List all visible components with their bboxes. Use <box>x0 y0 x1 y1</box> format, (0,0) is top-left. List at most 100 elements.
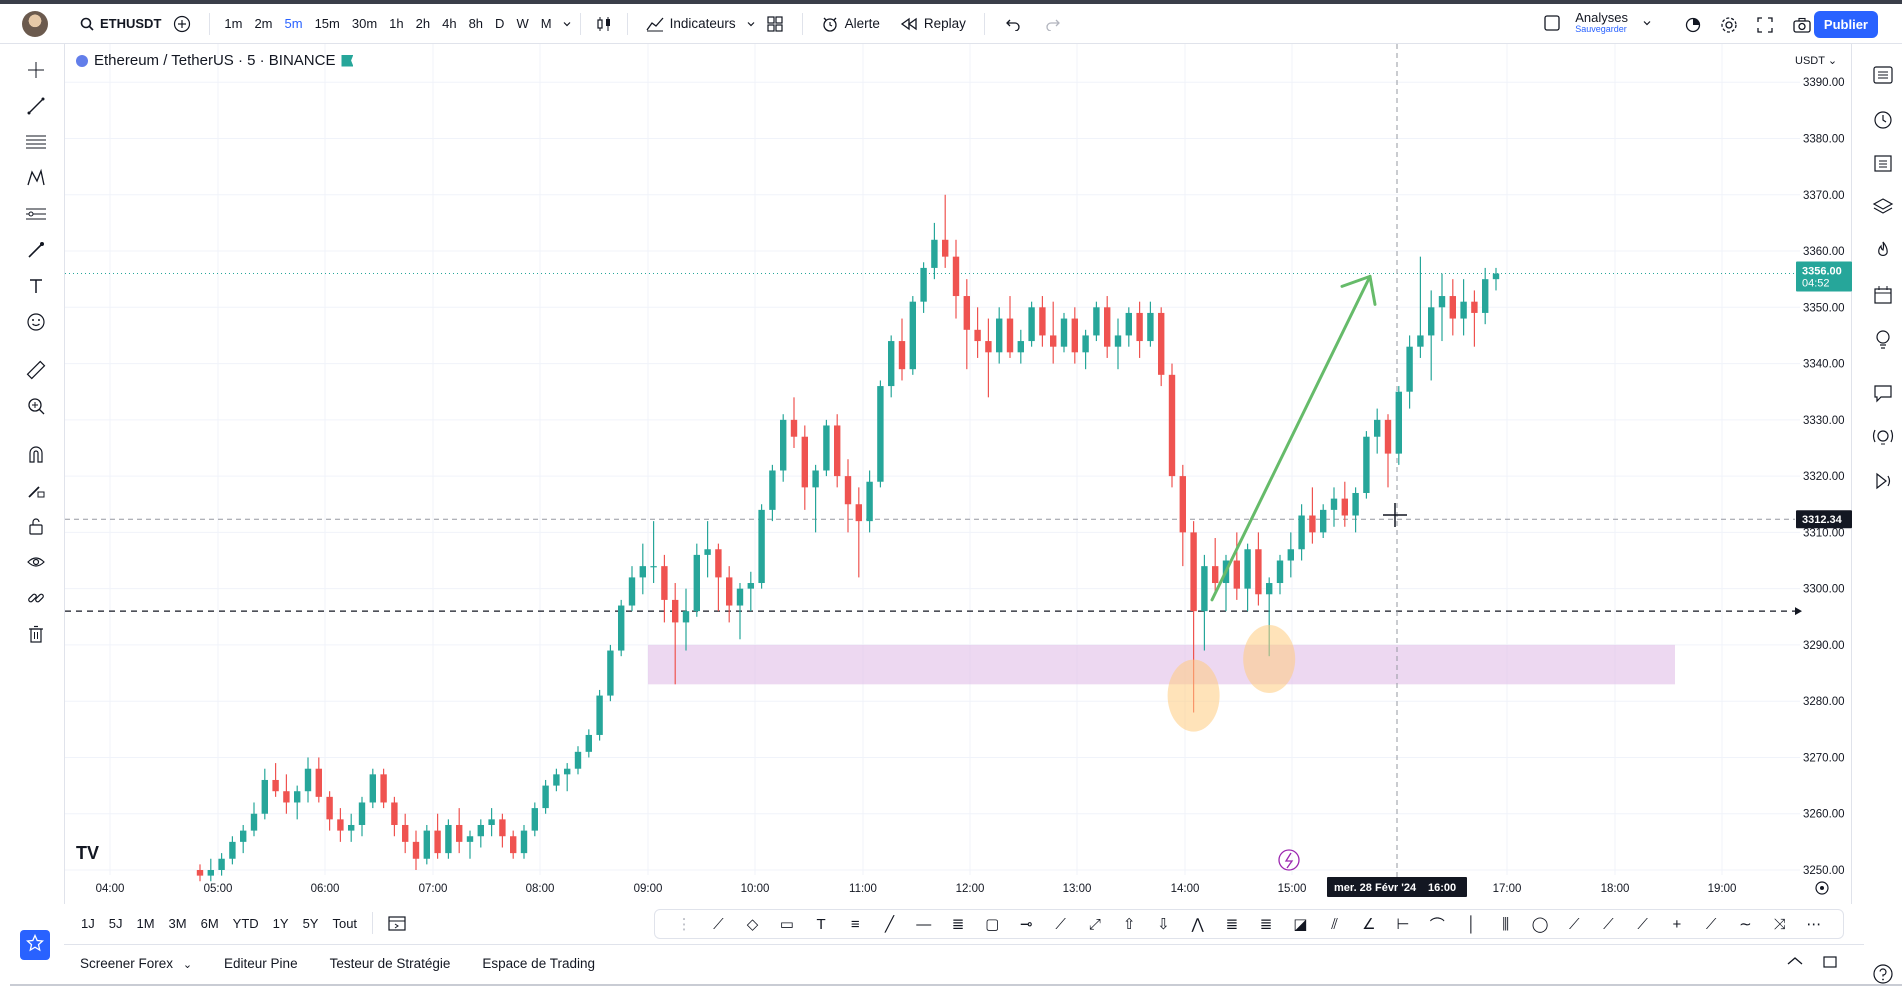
forecast-icon[interactable] <box>22 200 50 228</box>
link-icon[interactable] <box>22 584 50 612</box>
redo-icon[interactable] <box>1045 17 1061 31</box>
pattern-icon[interactable] <box>22 164 50 192</box>
watchlist-star-button[interactable] <box>20 930 50 960</box>
timeframe-M[interactable]: M <box>540 16 552 31</box>
horizontal-ray-tool-icon[interactable]: ⊸ <box>1020 916 1033 933</box>
text-tool-icon[interactable]: T <box>816 915 826 933</box>
eye-icon[interactable] <box>22 548 50 576</box>
candles-icon[interactable] <box>595 15 613 33</box>
projection-tool-icon[interactable]: ⟋ <box>1705 915 1717 933</box>
chevron-down-icon[interactable] <box>562 19 572 29</box>
brush-tool-icon[interactable]: ⟋ <box>713 915 724 933</box>
horizontal-line-tool-icon[interactable]: — <box>916 915 932 933</box>
line-tool-icon[interactable]: ⟋ <box>1637 915 1648 933</box>
curve-tool-icon[interactable]: ⌒ <box>1429 916 1445 934</box>
pitchfork-tool-icon[interactable]: ⫽ <box>1331 915 1338 933</box>
calendar-icon[interactable] <box>1870 282 1896 308</box>
range-button-5j[interactable]: 5J <box>108 915 123 931</box>
extended-line-tool-icon[interactable]: ⟋ <box>1603 915 1614 933</box>
publish-button[interactable]: Publier <box>1813 11 1878 38</box>
more-tool-icon[interactable]: ⋯ <box>1806 916 1822 933</box>
goto-date-icon[interactable] <box>387 914 407 932</box>
crosshair-icon[interactable] <box>22 56 50 84</box>
angle-tool-icon[interactable]: ∠ <box>1362 916 1376 933</box>
cross-tool-icon[interactable]: + <box>1672 915 1682 933</box>
timeframe-2m[interactable]: 2m <box>254 16 273 31</box>
streams-icon[interactable] <box>1870 424 1896 450</box>
chat-icon[interactable] <box>1870 380 1896 406</box>
timeframe-15m[interactable]: 15m <box>314 16 340 31</box>
tab-trading-panel[interactable]: Espace de Trading <box>482 956 595 971</box>
timeframe-1m[interactable]: 1m <box>224 16 243 31</box>
drag-handle-tool-icon[interactable]: ⋮ <box>676 916 692 933</box>
play-broadcast-icon[interactable] <box>1870 468 1896 494</box>
hyperbola-tool-icon[interactable]: ⤨ <box>1773 915 1786 933</box>
path-tool-icon[interactable]: ⤢ <box>1088 915 1101 933</box>
timeframe-W[interactable]: W <box>516 16 529 31</box>
alerts-clock-icon[interactable] <box>1870 106 1896 132</box>
quick-search-icon[interactable] <box>1684 16 1702 34</box>
timeframe-4h[interactable]: 4h <box>442 16 457 31</box>
zoom-in-icon[interactable] <box>22 392 50 420</box>
ellipse-tool-icon[interactable]: ◇ <box>746 916 759 933</box>
layouts-icon[interactable] <box>766 15 784 33</box>
tab-strategy-tester[interactable]: Testeur de Stratégie <box>329 956 451 971</box>
timeframe-1h[interactable]: 1h <box>389 16 404 31</box>
range-button-5y[interactable]: 5Y <box>302 915 319 931</box>
chevron-down-icon[interactable] <box>746 19 756 29</box>
analyses-save[interactable]: Analyses Sauvegarder <box>1543 11 1652 34</box>
settings-icon[interactable] <box>1720 16 1738 34</box>
fib-channel-tool-icon[interactable]: ≡ <box>850 915 860 933</box>
undo-icon[interactable] <box>1005 17 1021 31</box>
polyline-tool-icon[interactable]: ⋀ <box>1191 916 1204 933</box>
sine-tool-icon[interactable]: ∼ <box>1739 916 1752 933</box>
hotlist-flame-icon[interactable] <box>1870 238 1896 264</box>
trend-angle-tool-icon[interactable]: ⟋ <box>1055 915 1066 933</box>
callout-tool-icon[interactable]: ▭ <box>779 916 794 933</box>
tab-pine-editor[interactable]: Editeur Pine <box>224 956 298 971</box>
pencil-lock-icon[interactable] <box>22 476 50 504</box>
long-short-tool-icon[interactable]: ⫼ <box>1502 915 1510 933</box>
parallel-channel-tool-icon[interactable]: ≣ <box>951 916 965 933</box>
alert-button[interactable]: Alerte <box>811 15 890 33</box>
object-tree-icon[interactable] <box>1870 194 1896 220</box>
fullscreen-icon[interactable] <box>1756 16 1774 34</box>
range-button-1j[interactable]: 1J <box>81 915 95 931</box>
emoji-icon[interactable] <box>22 308 50 336</box>
range-button-1m[interactable]: 1M <box>136 915 155 931</box>
range-button-3m[interactable]: 3M <box>168 915 187 931</box>
arrow-down-tool-icon[interactable]: ⇩ <box>1157 916 1170 933</box>
camera-icon[interactable] <box>1792 16 1812 34</box>
ruler-icon[interactable] <box>22 356 50 384</box>
symbol-search[interactable]: ETHUSDT <box>70 16 171 31</box>
rectangle-tool-icon[interactable]: ▢ <box>985 916 1000 933</box>
text-icon[interactable] <box>22 272 50 300</box>
watchlist-icon[interactable] <box>1870 62 1896 88</box>
lock-icon[interactable] <box>22 512 50 540</box>
fib-fan-tool-icon[interactable]: ≣ <box>1259 916 1273 933</box>
arrow-up-tool-icon[interactable]: ⇧ <box>1122 916 1136 933</box>
range-button-tout[interactable]: Tout <box>332 915 358 931</box>
gann-box-tool-icon[interactable]: ◪ <box>1293 916 1308 933</box>
replay-button[interactable]: Replay <box>890 16 976 31</box>
circle-tool-icon[interactable]: ◯ <box>1531 916 1549 933</box>
range-button-1y[interactable]: 1Y <box>272 915 289 931</box>
timeframe-2h[interactable]: 2h <box>415 16 431 31</box>
help-icon[interactable] <box>1870 961 1896 987</box>
trash-icon[interactable] <box>22 620 50 648</box>
user-avatar[interactable] <box>22 10 48 37</box>
chevron-up-icon[interactable] <box>1786 955 1804 972</box>
date-range-tool-icon[interactable]: ⊢ <box>1396 916 1410 933</box>
trend-line-icon[interactable] <box>22 92 50 120</box>
maximize-panel-icon[interactable] <box>1822 955 1838 972</box>
magnet-icon[interactable] <box>22 440 50 468</box>
tab-screener-forex[interactable]: Screener Forex ⌄ <box>64 956 208 971</box>
timeframe-8h[interactable]: 8h <box>468 16 484 31</box>
timeframe-5m[interactable]: 5m <box>284 16 303 31</box>
range-button-6m[interactable]: 6M <box>200 915 219 931</box>
ideas-lightbulb-icon[interactable] <box>1870 326 1896 352</box>
vertical-line-tool-icon[interactable]: │ <box>1466 915 1477 933</box>
chart-pane[interactable] <box>64 44 1852 904</box>
timeframe-30m[interactable]: 30m <box>351 16 378 31</box>
data-window-icon[interactable] <box>1870 150 1896 176</box>
